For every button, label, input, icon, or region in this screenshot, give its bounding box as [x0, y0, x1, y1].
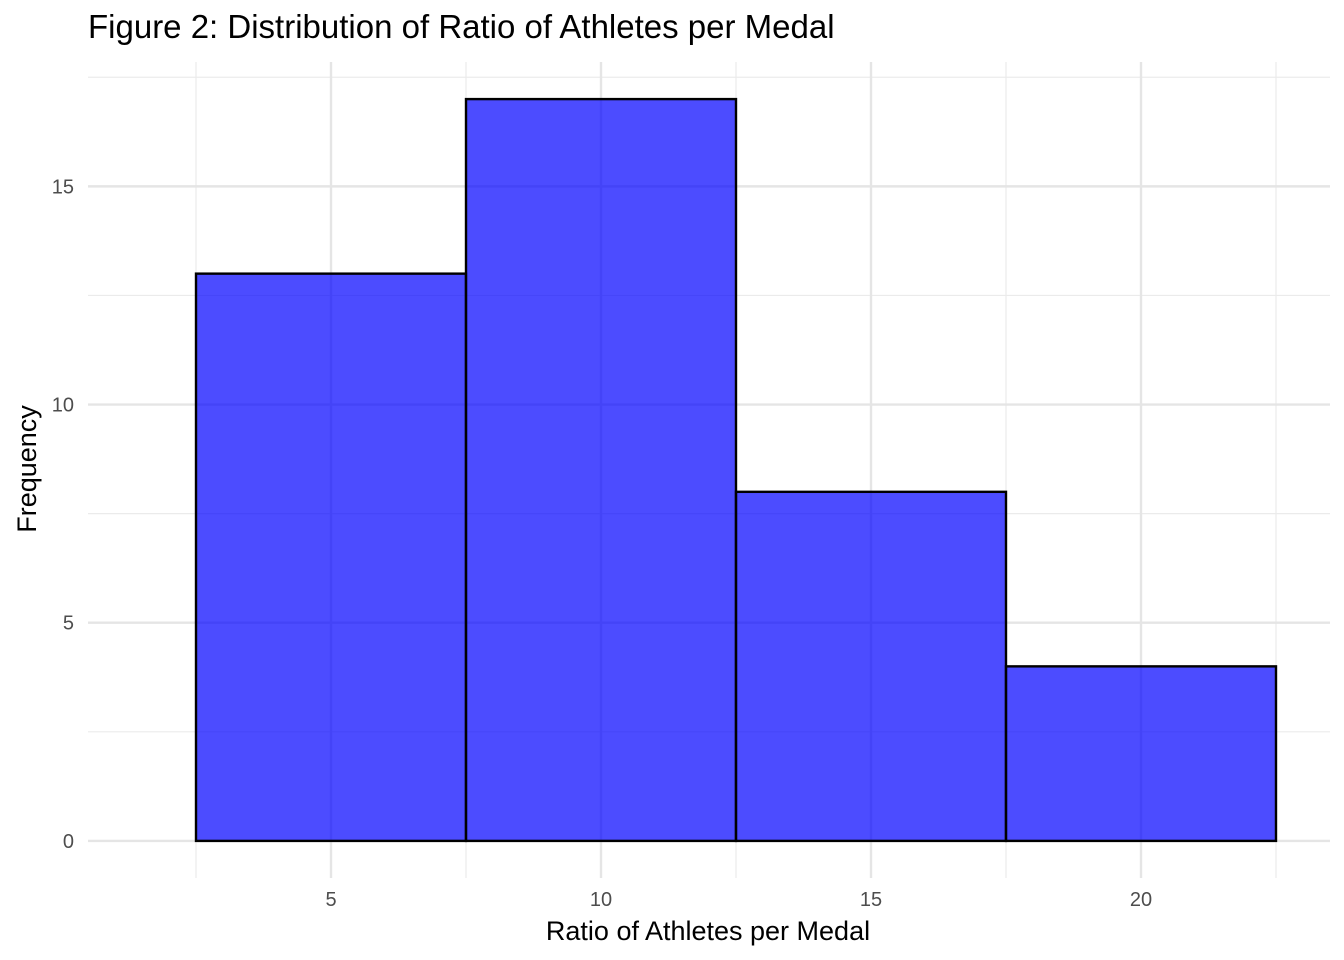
y-axis-title: Frequency: [12, 405, 42, 533]
histogram-bar: [1004, 665, 1278, 843]
x-axis-title: Ratio of Athletes per Medal: [546, 916, 870, 946]
y-tick-label: 5: [63, 613, 74, 635]
histogram-bar: [464, 97, 738, 843]
y-tick-labels: 0 5 10 15: [52, 176, 74, 853]
y-tick-label: 15: [52, 176, 74, 198]
histogram-bar: [194, 272, 468, 843]
histogram-bars: [194, 97, 1278, 843]
chart-title: Figure 2: Distribution of Ratio of Athle…: [88, 8, 835, 45]
x-tick-label: 5: [325, 889, 336, 911]
x-tick-labels: 5 10 15 20: [325, 889, 1152, 911]
x-tick-label: 15: [860, 889, 882, 911]
y-tick-label: 10: [52, 395, 74, 417]
x-tick-label: 10: [590, 889, 612, 911]
y-tick-label: 0: [63, 831, 74, 853]
x-tick-label: 20: [1130, 889, 1152, 911]
histogram-bar: [734, 490, 1008, 843]
